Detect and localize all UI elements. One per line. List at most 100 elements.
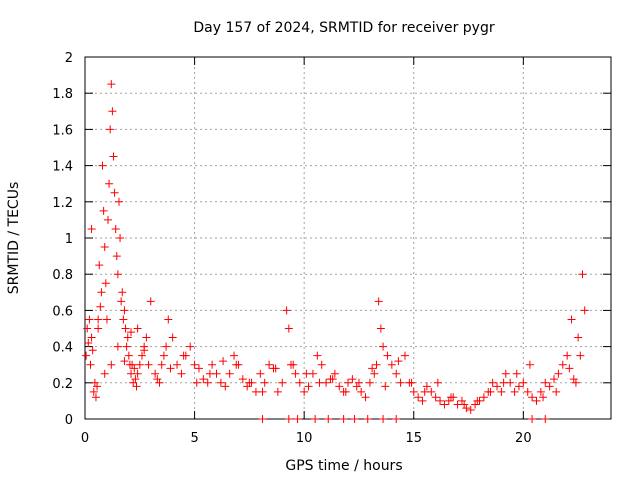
data-point bbox=[245, 378, 254, 387]
data-point bbox=[256, 369, 265, 378]
data-point bbox=[82, 351, 91, 360]
data-point bbox=[328, 375, 337, 384]
data-point bbox=[357, 387, 366, 396]
data-point bbox=[315, 378, 324, 387]
data-point bbox=[86, 360, 95, 369]
data-point bbox=[94, 315, 103, 324]
x-tick-label: 0 bbox=[81, 431, 89, 446]
data-point bbox=[117, 297, 126, 306]
data-point bbox=[462, 404, 471, 413]
data-point bbox=[179, 351, 188, 360]
y-tick-label: 0.4 bbox=[52, 341, 73, 356]
data-point bbox=[499, 378, 508, 387]
data-point bbox=[536, 387, 545, 396]
data-point bbox=[528, 415, 537, 423]
data-point bbox=[528, 393, 537, 402]
data-point bbox=[116, 234, 125, 242]
data-point bbox=[101, 279, 110, 288]
x-tick-label: 10 bbox=[296, 431, 313, 446]
data-point bbox=[457, 396, 466, 405]
data-point bbox=[144, 360, 153, 369]
data-point bbox=[132, 382, 141, 391]
axis-ticks: 0 5 10 15 20 0 0.2 0.4 0.6 0.8 1 1.2 1.4 1.6 1.8 2 bbox=[52, 51, 611, 446]
data-point bbox=[123, 333, 132, 342]
data-point bbox=[114, 197, 123, 206]
data-point bbox=[93, 382, 102, 391]
data-point bbox=[284, 324, 293, 333]
data-point bbox=[311, 415, 320, 423]
data-point bbox=[221, 382, 230, 391]
data-point bbox=[120, 306, 129, 315]
data-point bbox=[177, 369, 186, 378]
data-point bbox=[422, 382, 431, 391]
data-point bbox=[102, 315, 111, 324]
x-tick-label: 15 bbox=[405, 431, 422, 446]
data-point bbox=[350, 415, 359, 423]
data-point bbox=[539, 393, 548, 402]
data-point bbox=[107, 80, 116, 89]
data-point bbox=[271, 364, 280, 373]
y-tick-label: 0.2 bbox=[52, 377, 73, 392]
x-tick-label: 20 bbox=[515, 431, 532, 446]
data-point bbox=[168, 333, 177, 342]
data-point bbox=[365, 378, 374, 387]
data-point bbox=[335, 382, 344, 391]
y-tick-label: 2 bbox=[65, 51, 73, 66]
data-point bbox=[497, 387, 506, 396]
data-point bbox=[514, 382, 523, 391]
data-point bbox=[392, 369, 401, 378]
data-point bbox=[119, 315, 128, 324]
data-point bbox=[532, 396, 541, 405]
data-point bbox=[284, 415, 293, 423]
data-point bbox=[155, 378, 164, 387]
data-point bbox=[243, 382, 252, 391]
data-point bbox=[83, 324, 92, 333]
data-point bbox=[108, 107, 117, 116]
data-point bbox=[383, 351, 392, 360]
data-point bbox=[381, 382, 390, 391]
data-point bbox=[576, 351, 585, 360]
data-point bbox=[142, 333, 151, 342]
data-point bbox=[354, 378, 363, 387]
data-point bbox=[106, 125, 115, 134]
data-point bbox=[563, 351, 572, 360]
data-point bbox=[558, 360, 567, 369]
data-point bbox=[368, 364, 377, 373]
data-point bbox=[87, 224, 96, 233]
data-point bbox=[471, 400, 480, 409]
data-point bbox=[137, 351, 146, 360]
data-point bbox=[164, 315, 173, 324]
data-point bbox=[118, 288, 127, 297]
data-point bbox=[488, 378, 497, 387]
data-point bbox=[232, 360, 241, 369]
x-tick-label: 5 bbox=[190, 431, 198, 446]
data-point bbox=[567, 315, 576, 324]
data-point bbox=[104, 215, 113, 224]
data-point bbox=[431, 393, 440, 402]
data-point bbox=[330, 369, 339, 378]
data-point bbox=[541, 378, 550, 387]
data-point bbox=[550, 375, 559, 384]
data-point bbox=[205, 369, 214, 378]
data-point bbox=[130, 364, 139, 373]
data-point bbox=[519, 378, 528, 387]
data-point bbox=[208, 360, 217, 369]
data-point bbox=[238, 375, 247, 384]
data-point bbox=[370, 369, 379, 378]
data-point bbox=[219, 357, 228, 366]
y-tick-label: 1.2 bbox=[52, 196, 73, 211]
data-point bbox=[96, 302, 105, 311]
data-point bbox=[225, 369, 234, 378]
data-point bbox=[300, 387, 309, 396]
data-point bbox=[91, 393, 100, 402]
data-point bbox=[493, 382, 502, 391]
data-point bbox=[341, 387, 350, 396]
data-point bbox=[418, 396, 427, 405]
data-point bbox=[113, 270, 122, 279]
data-point bbox=[88, 346, 97, 355]
data-point bbox=[317, 360, 326, 369]
data-point bbox=[407, 378, 416, 387]
data-point bbox=[89, 387, 98, 396]
